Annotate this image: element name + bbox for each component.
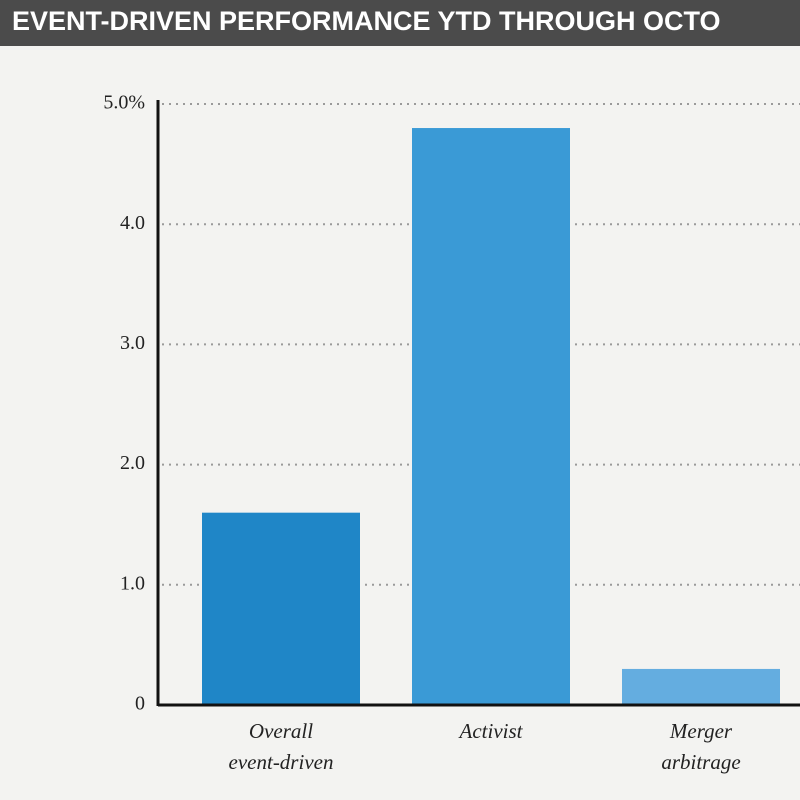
x-tick-label: Activist — [458, 719, 524, 743]
title-bar — [0, 0, 800, 46]
y-tick-label: 1.0 — [120, 572, 145, 594]
y-tick-label: 5.0% — [103, 92, 145, 114]
chart-title: EVENT-DRIVEN PERFORMANCE YTD THROUGH OCT… — [12, 6, 721, 36]
y-tick-label: 0 — [135, 693, 145, 715]
bar — [412, 128, 570, 706]
y-tick-label: 3.0 — [120, 332, 145, 354]
y-tick-label: 4.0 — [120, 212, 145, 234]
bar — [202, 512, 360, 705]
x-tick-label: Overall event-driven — [229, 719, 334, 774]
x-tick-label: Merger arbitrage — [661, 719, 740, 774]
bar — [622, 668, 780, 705]
y-tick-label: 2.0 — [120, 452, 145, 474]
